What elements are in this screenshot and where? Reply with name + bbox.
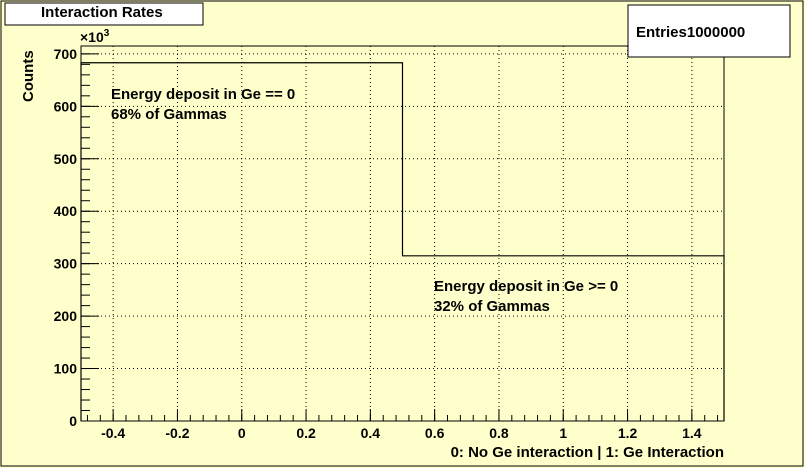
histogram-outline: [80, 62, 725, 421]
stats-box-border: [627, 4, 791, 58]
x-tick-label: 0.2: [296, 425, 316, 441]
stats-entries-name: Entries: [636, 24, 687, 41]
annotation-bin0-line2: 68% of Gammas: [111, 106, 227, 123]
title-box-border: [4, 2, 204, 26]
y-axis-title: Counts: [20, 50, 37, 102]
x-tick-label: 0.6: [425, 425, 445, 441]
x-tick-label: -0.4: [101, 425, 125, 441]
y-multiplier-base: ×10: [80, 29, 104, 45]
annotation-bin1-line2: 32% of Gammas: [434, 298, 550, 315]
x-tick-label: -0.2: [165, 425, 189, 441]
y-tick-label: 600: [54, 98, 78, 114]
stats-box: Entries1000000: [627, 4, 791, 58]
stats-entries-value: 1000000: [687, 24, 745, 41]
y-tick-label: 400: [54, 203, 78, 219]
y-tick-label: 700: [54, 46, 78, 62]
y-tick-label: 200: [54, 308, 78, 324]
annotation-bin0-line1: Energy deposit in Ge == 0: [111, 86, 295, 103]
title-box: Interaction Rates: [4, 2, 204, 26]
x-tick-label: 1.4: [682, 425, 702, 441]
x-tick-label: 1: [559, 425, 567, 441]
y-tick-label: 300: [54, 256, 78, 272]
annotation-bin1-line1: Energy deposit in Ge >= 0: [434, 278, 618, 295]
y-multiplier-exponent: 3: [104, 28, 110, 39]
y-tick-label: 500: [54, 151, 78, 167]
x-tick-label: 0.8: [489, 425, 509, 441]
y-multiplier: ×103: [80, 28, 110, 45]
y-tick-label: 100: [54, 361, 78, 377]
x-tick-label: 1.2: [618, 425, 638, 441]
y-tick-label: 0: [69, 413, 77, 429]
plot-area: -0.4 -0.2 0 0.2 0.4 0.6 0.8 1 1.2 1.4 0 100 200 300 40…: [54, 45, 725, 441]
chart-title: Interaction Rates: [41, 4, 163, 21]
x-tick-label: 0: [238, 425, 246, 441]
x-axis-title: 0: No Ge interaction | 1: Ge Interaction: [451, 444, 724, 461]
x-tick-label: 0.4: [361, 425, 381, 441]
stats-entries-label: Entries1000000: [636, 24, 745, 41]
